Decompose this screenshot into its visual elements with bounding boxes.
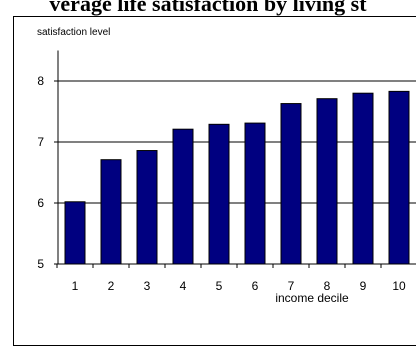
bar — [64, 201, 86, 265]
bar — [136, 150, 158, 265]
x-tick-label: 4 — [180, 279, 187, 293]
bar — [388, 90, 410, 265]
bar — [280, 103, 302, 265]
x-tick-label: 3 — [144, 279, 151, 293]
x-tick-label: 7 — [288, 279, 295, 293]
x-tick-label: 6 — [252, 279, 259, 293]
bar-chart: satisfaction level income decile 5 6 7 8 1 2… — [37, 27, 416, 305]
x-tick-label: 5 — [216, 279, 223, 293]
x-tick-label: 8 — [324, 279, 331, 293]
axes — [54, 50, 416, 268]
bar — [172, 128, 194, 265]
bar — [100, 159, 122, 265]
bar — [316, 98, 338, 265]
x-tick-label: 1 — [72, 279, 79, 293]
y-tick-label: 8 — [37, 74, 44, 88]
y-tick-label: 6 — [37, 196, 44, 210]
bar — [208, 123, 230, 265]
y-tick-label: 5 — [37, 257, 44, 271]
x-tick-labels: 1 2 3 4 5 6 7 8 9 10 — [72, 279, 406, 293]
chart-title: verage life satisfaction by living st — [49, 0, 367, 16]
y-tick-labels: 5 6 7 8 — [37, 74, 44, 271]
bar — [244, 122, 266, 265]
x-axis-label: income decile — [275, 291, 349, 305]
x-tick-label: 9 — [360, 279, 367, 293]
x-tick-label: 2 — [108, 279, 115, 293]
y-tick-label: 7 — [37, 135, 44, 149]
y-axis-label: satisfaction level — [37, 27, 110, 38]
x-tick-label: 10 — [392, 279, 406, 293]
bars — [64, 90, 410, 265]
bar — [352, 92, 374, 265]
